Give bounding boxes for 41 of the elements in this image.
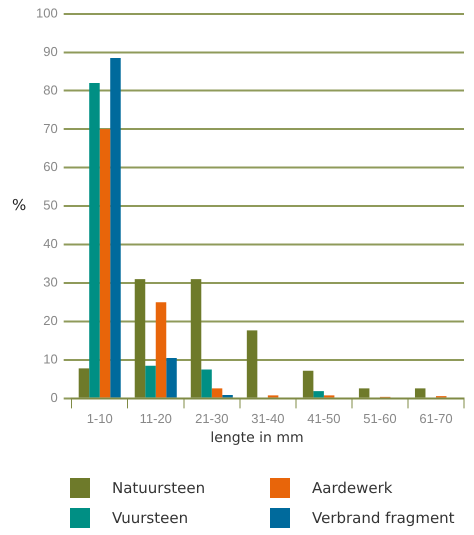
bar: [222, 394, 233, 398]
bar: [190, 279, 202, 398]
y-tick-label: 20: [43, 313, 58, 328]
y-tick-label: 80: [43, 82, 58, 98]
y-tick-label: 100: [36, 5, 58, 20]
y-tick-label: 70: [43, 120, 58, 136]
x-axis-title: lengte in mm: [209, 430, 305, 446]
y-tick-label: 40: [43, 236, 58, 252]
bar: [313, 391, 324, 398]
y-tick-label: 90: [43, 44, 58, 59]
y-tick-label: 30: [43, 274, 58, 290]
bar: [134, 279, 146, 398]
bar: [358, 388, 370, 398]
y-tick-label: 60: [43, 159, 58, 174]
bar: [78, 368, 90, 398]
y-tick-label: 0: [50, 390, 58, 405]
bar: [110, 58, 121, 398]
x-tick-label: 31-40: [251, 410, 284, 426]
x-tick-label: 61-70: [419, 410, 453, 426]
y-tick-label: 10: [43, 352, 58, 367]
bar: [166, 358, 177, 398]
bar: [100, 129, 110, 398]
y-axis-title: %: [12, 196, 26, 214]
bar: [414, 388, 426, 398]
bar: [145, 366, 156, 398]
x-tick-label: 41-50: [307, 410, 341, 426]
x-tick-label: 11-20: [140, 410, 172, 426]
legend-label: Verbrand fragment: [312, 509, 455, 527]
bar: [302, 370, 314, 398]
bar: [201, 370, 212, 398]
x-tick-label: 51-60: [363, 410, 397, 426]
x-tick-label: 21-30: [195, 410, 228, 426]
x-tick-label: 1-10: [86, 410, 113, 426]
legend-label: Vuursteen: [112, 509, 188, 527]
bar: [246, 330, 258, 398]
bar: [156, 302, 166, 398]
bar: [212, 388, 222, 398]
bar: [89, 83, 100, 398]
legend-label: Natuursteen: [112, 479, 206, 497]
y-tick-label: 50: [43, 198, 58, 213]
legend-label: Aardewerk: [312, 479, 392, 497]
